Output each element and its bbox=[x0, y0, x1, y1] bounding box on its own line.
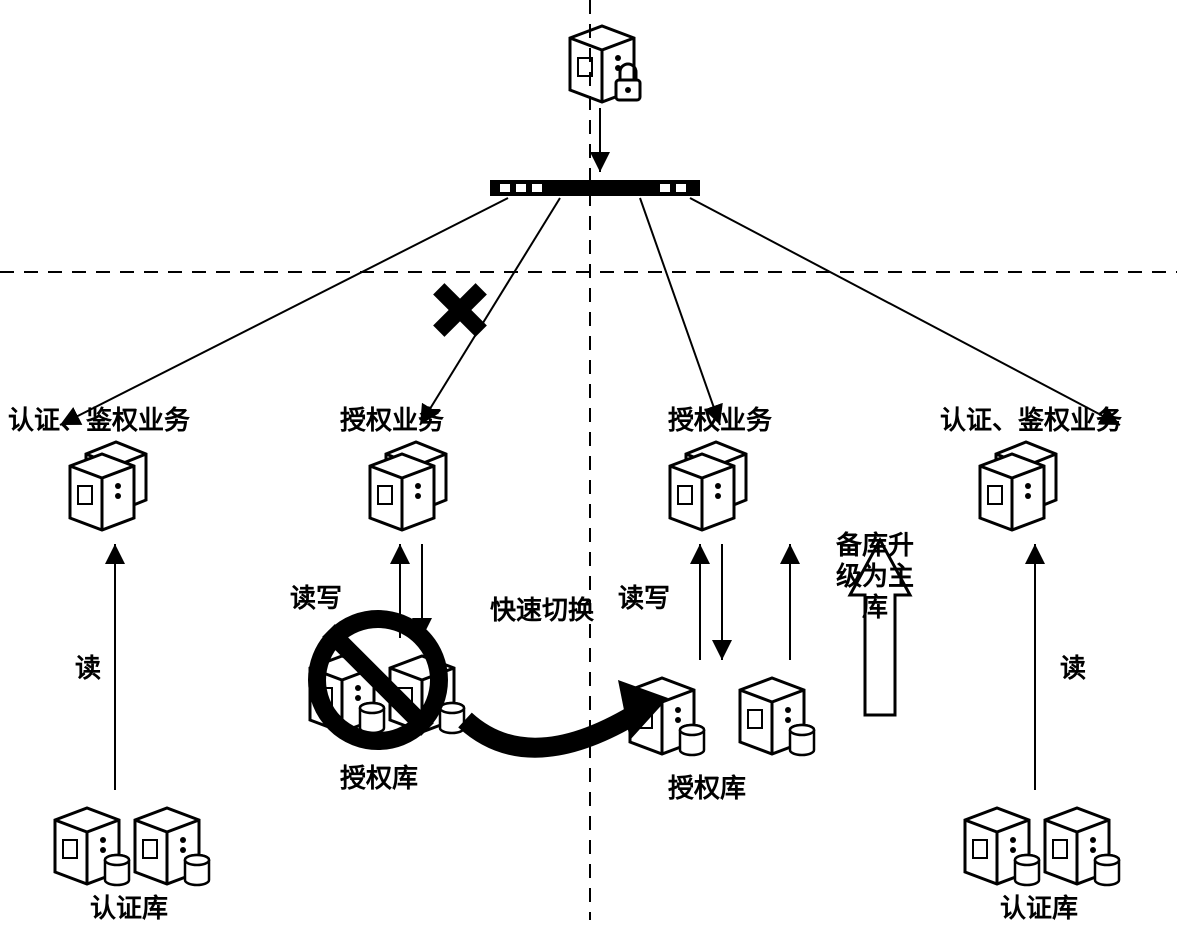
label-read-left: 读 bbox=[75, 648, 101, 685]
server-pair-grant-right bbox=[670, 442, 746, 530]
label-auth-db-right: 认证库 bbox=[1000, 888, 1078, 925]
switch-icon bbox=[490, 180, 700, 196]
db-grant-right-2 bbox=[740, 678, 814, 755]
label-fast-switch: 快速切换 bbox=[490, 590, 594, 627]
label-grant-db-right: 授权库 bbox=[668, 768, 746, 805]
fan-arrow-4 bbox=[690, 198, 1120, 425]
label-auth-biz-left: 认证、鉴权业务 bbox=[8, 400, 190, 437]
diagram-svg bbox=[0, 0, 1177, 920]
server-pair-grant-left bbox=[370, 442, 446, 530]
server-pair-auth-left bbox=[70, 442, 146, 530]
x-mark-icon bbox=[430, 280, 490, 340]
label-auth-biz-right: 认证、鉴权业务 bbox=[940, 400, 1122, 437]
label-grant-biz-left: 授权业务 bbox=[340, 400, 444, 437]
fan-arrow-3 bbox=[640, 198, 720, 425]
label-rw-left: 读写 bbox=[290, 578, 342, 615]
top-server-icon bbox=[570, 26, 640, 102]
diagram-root: 认证、鉴权业务 授权业务 授权业务 认证、鉴权业务 读写 读写 读 读 快速切换… bbox=[0, 0, 1177, 920]
label-read-right: 读 bbox=[1060, 648, 1086, 685]
db-pair-auth-right bbox=[965, 808, 1119, 885]
label-upgrade: 备库升级为主库 bbox=[830, 530, 920, 624]
label-auth-db-left: 认证库 bbox=[90, 888, 168, 925]
no-entry-icon bbox=[308, 610, 448, 750]
label-rw-right: 读写 bbox=[618, 578, 670, 615]
server-pair-auth-right bbox=[980, 442, 1056, 530]
db-pair-auth-left bbox=[55, 808, 209, 885]
label-grant-biz-right: 授权业务 bbox=[668, 400, 772, 437]
label-grant-db-left: 授权库 bbox=[340, 758, 418, 795]
fast-switch-arrow-body bbox=[465, 710, 642, 748]
